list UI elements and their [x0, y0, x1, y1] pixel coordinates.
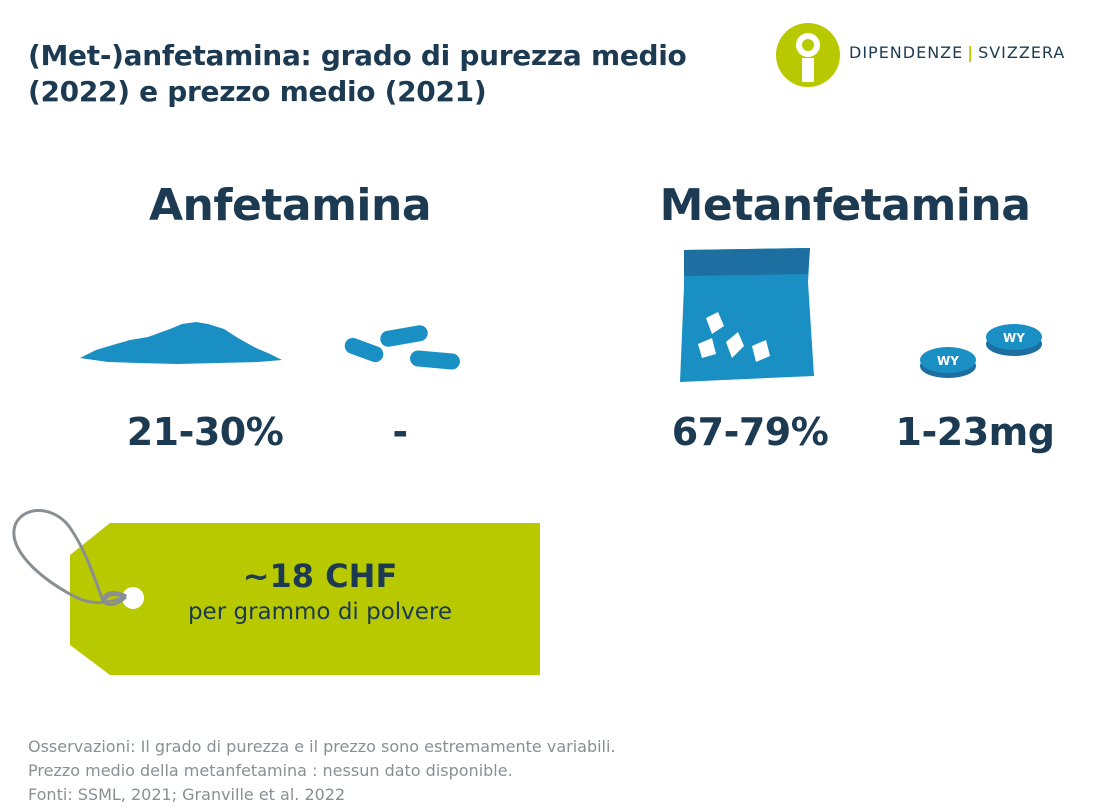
price-tag-icon — [12, 509, 540, 675]
powder-pile-icon — [80, 322, 282, 364]
footnote-sources: Fonti: SSML, 2021; Granville et al. 2022 — [28, 785, 346, 804]
capsules-icon — [344, 325, 460, 370]
amphetamine-heading: Anfetamina — [148, 180, 432, 231]
title-line-2: (2022) e prezzo medio (2021) — [28, 75, 487, 108]
wy-pills-icon: WY WY — [920, 324, 1042, 378]
amphetamine-capsule-purity: - — [392, 410, 408, 454]
logo-text: DIPENDENZE | SVIZZERA — [849, 43, 1065, 62]
footnote-meth-price: Prezzo medio della metanfetamina : nessu… — [28, 761, 513, 780]
footnotes: Osservazioni: Il grado di purezza e il p… — [28, 735, 616, 807]
price-unit: per grammo di polvere — [187, 599, 453, 625]
logo-text-left: DIPENDENZE — [849, 43, 964, 62]
amphetamine-powder-purity: 21-30% — [126, 410, 284, 454]
price-value: ~18 CHF — [242, 557, 398, 595]
crystal-bag-icon — [680, 248, 814, 382]
pill-imprint-2: WY — [1003, 331, 1025, 345]
methamphetamine-pill-dose: 1-23mg — [895, 410, 1055, 454]
logo-separator: | — [967, 43, 975, 62]
info-person-icon — [776, 23, 840, 87]
pill-imprint-1: WY — [937, 354, 959, 368]
logo: DIPENDENZE | SVIZZERA — [775, 22, 1085, 88]
logo-text-right: SVIZZERA — [978, 43, 1066, 62]
page-title: (Met-)anfetamina: grado di purezza medio… — [28, 38, 748, 110]
methamphetamine-heading: Metanfetamina — [659, 180, 1031, 231]
footnote-observations: Osservazioni: Il grado di purezza e il p… — [28, 737, 616, 756]
methamphetamine-crystal-purity: 67-79% — [671, 410, 829, 454]
title-line-1: (Met-)anfetamina: grado di purezza medio — [28, 39, 687, 72]
